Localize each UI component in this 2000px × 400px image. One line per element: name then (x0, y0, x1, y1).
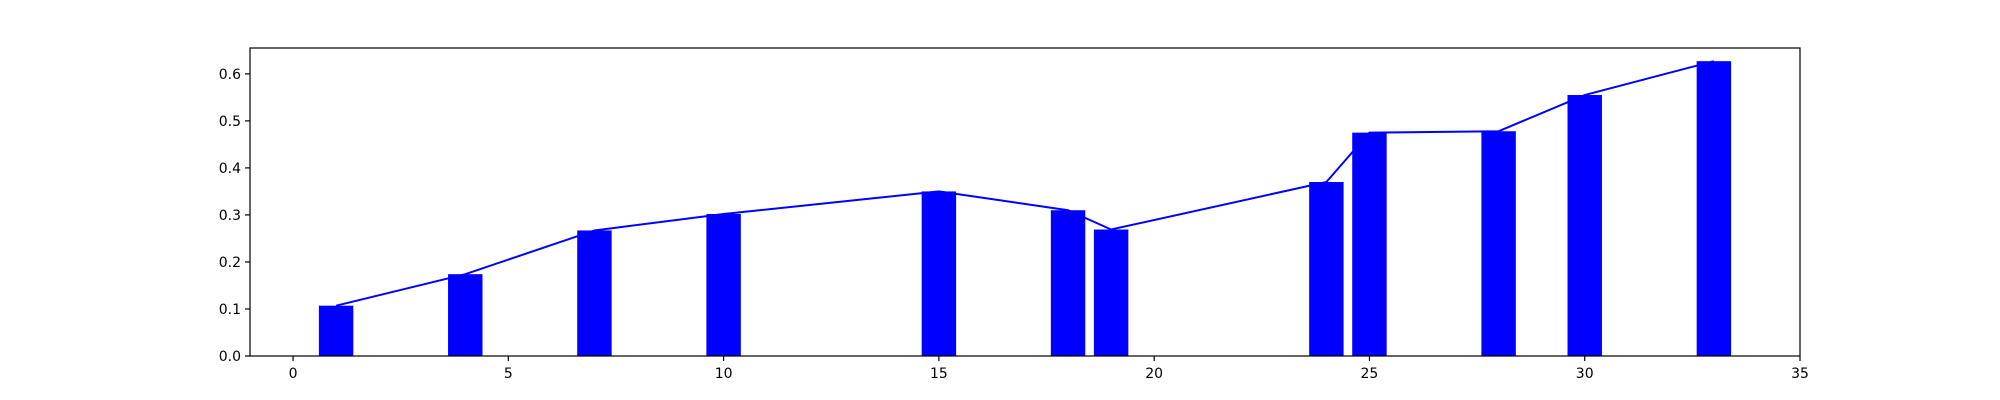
y-tick-label: 0.0 (219, 349, 241, 365)
bar (318, 305, 354, 356)
x-tick-label: 25 (1361, 366, 1379, 382)
bar (1567, 95, 1602, 357)
y-tick-label: 0.1 (219, 302, 241, 318)
x-tick-label: 0 (289, 366, 298, 382)
bar (1696, 61, 1732, 357)
bar (1050, 210, 1086, 356)
x-tick-label: 35 (1791, 366, 1809, 382)
bar (1309, 182, 1344, 356)
x-tick-label: 5 (504, 366, 513, 382)
bar (921, 191, 957, 356)
series-line (335, 60, 1715, 307)
bar (448, 274, 483, 356)
bar (577, 230, 612, 356)
y-tick-label: 0.6 (219, 67, 241, 83)
y-tick-label: 0.2 (219, 255, 241, 271)
x-tick-label: 10 (715, 366, 733, 382)
x-tick-label: 30 (1576, 366, 1594, 382)
axes-layer (249, 47, 1801, 357)
bar (1481, 131, 1516, 356)
bar (1352, 132, 1387, 356)
y-tick-label: 0.5 (219, 114, 241, 130)
bar (706, 213, 741, 356)
y-tick-label: 0.3 (219, 208, 241, 224)
line-layer (335, 60, 1715, 307)
x-tick-label: 20 (1145, 366, 1163, 382)
y-tick-label: 0.4 (219, 161, 241, 177)
bar (1093, 229, 1129, 356)
bars-layer (318, 61, 1732, 357)
plot-frame (249, 47, 1801, 357)
ticks-layer: 0 5 10 15 20 25 30 35 0.0 0.1 0.2 0.3 0.4 0.5 0.6 (219, 67, 1809, 382)
x-tick-label: 15 (930, 366, 948, 382)
